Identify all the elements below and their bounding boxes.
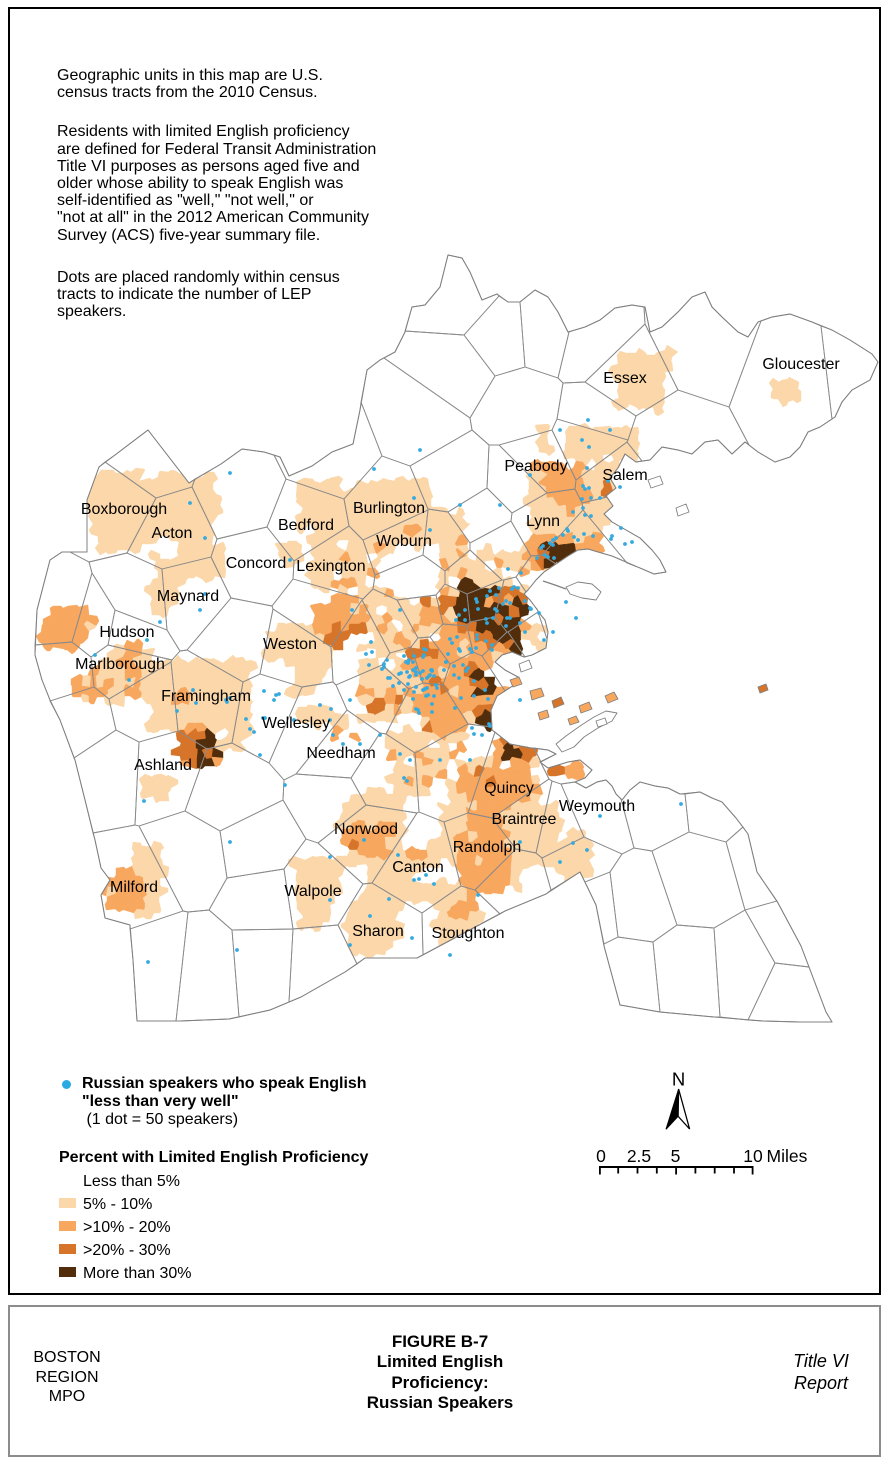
svg-text:N: N <box>672 1069 685 1090</box>
svg-text:Lynn: Lynn <box>526 513 560 530</box>
svg-text:Walpole: Walpole <box>284 883 341 900</box>
svg-text:Burlington: Burlington <box>353 500 425 517</box>
svg-text:Lexington: Lexington <box>296 558 365 575</box>
svg-text:Canton: Canton <box>392 859 444 876</box>
svg-text:Wellesley: Wellesley <box>262 715 330 732</box>
svg-text:Needham: Needham <box>306 745 375 762</box>
svg-text:Hudson: Hudson <box>99 624 154 641</box>
svg-text:2.5: 2.5 <box>627 1146 651 1166</box>
svg-text:Quincy: Quincy <box>484 780 534 797</box>
svg-text:Randolph: Randolph <box>453 839 522 856</box>
svg-text:Ashland: Ashland <box>134 757 192 774</box>
svg-text:Stoughton: Stoughton <box>432 925 505 942</box>
svg-text:Norwood: Norwood <box>334 821 398 838</box>
svg-text:Peabody: Peabody <box>504 458 567 475</box>
svg-text:Gloucester: Gloucester <box>762 356 840 373</box>
svg-text:Bedford: Bedford <box>278 517 334 534</box>
svg-text:Sharon: Sharon <box>352 923 404 940</box>
svg-text:Boxborough: Boxborough <box>81 501 167 518</box>
svg-text:Weston: Weston <box>263 636 317 653</box>
svg-text:Concord: Concord <box>226 555 286 572</box>
svg-text:Essex: Essex <box>603 370 647 387</box>
svg-text:Framingham: Framingham <box>161 688 251 705</box>
svg-text:Maynard: Maynard <box>157 588 219 605</box>
svg-text:Milford: Milford <box>110 879 158 896</box>
svg-text:Salem: Salem <box>602 467 647 484</box>
svg-text:Acton: Acton <box>152 525 193 542</box>
svg-text:Marlborough: Marlborough <box>75 656 165 673</box>
svg-text:Woburn: Woburn <box>376 533 432 550</box>
svg-text:Braintree: Braintree <box>492 811 557 828</box>
svg-text:10: 10 <box>743 1146 763 1166</box>
svg-text:Weymouth: Weymouth <box>559 798 635 815</box>
svg-text:Miles: Miles <box>767 1146 808 1166</box>
svg-text:5: 5 <box>671 1146 681 1166</box>
svg-text:0: 0 <box>596 1146 606 1166</box>
